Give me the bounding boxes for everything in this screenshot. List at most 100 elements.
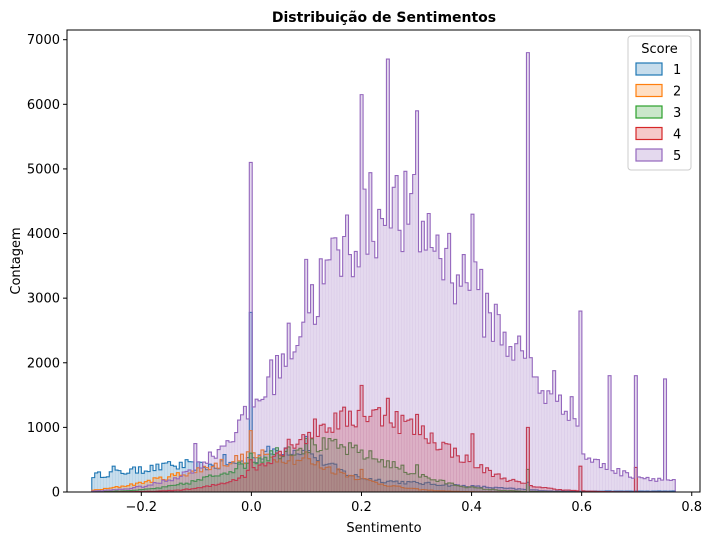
bar-series-1 — [430, 484, 434, 492]
bar-series-1 — [351, 475, 355, 492]
bar-series-5 — [339, 276, 343, 492]
legend-label-4: 4 — [673, 128, 681, 143]
bar-series-4 — [570, 490, 574, 492]
y-tick-label: 7000 — [27, 33, 60, 48]
bar-series-2 — [284, 463, 288, 492]
y-tick-label: 4000 — [27, 227, 60, 242]
bar-series-1 — [258, 454, 262, 492]
bar-series-4 — [295, 444, 300, 492]
bar-series-2 — [383, 485, 387, 492]
bar-series-3 — [293, 455, 297, 492]
bar-series-5 — [625, 472, 629, 492]
bar-series-2 — [240, 454, 244, 492]
bar-series-1 — [511, 488, 516, 492]
bar-series-1 — [468, 487, 472, 492]
bar-series-5 — [511, 360, 516, 492]
series-5 — [91, 52, 676, 493]
bar-series-5 — [605, 469, 609, 492]
bar-series-5 — [193, 443, 198, 492]
bar-series-3 — [427, 477, 431, 492]
bar-series-4 — [564, 490, 568, 492]
bar-series-2 — [403, 488, 408, 492]
bar-series-3 — [363, 459, 367, 492]
bar-series-4 — [237, 478, 241, 492]
bar-series-2 — [377, 484, 381, 492]
bar-series-3 — [418, 477, 422, 492]
bar-series-5 — [430, 247, 434, 492]
bar-series-1 — [220, 460, 224, 492]
bar-series-5 — [526, 52, 530, 493]
bar-series-3 — [144, 489, 148, 492]
bar-series-4 — [336, 428, 341, 492]
bar-series-1 — [357, 476, 361, 492]
bar-series-3 — [383, 466, 387, 492]
bar-series-3 — [185, 483, 189, 492]
bar-series-5 — [304, 259, 308, 492]
bar-series-1 — [491, 487, 495, 492]
bar-series-5 — [465, 282, 469, 492]
bar-series-2 — [202, 466, 206, 492]
bar-series-4 — [406, 420, 411, 492]
bar-series-5 — [596, 459, 600, 492]
bar-series-5 — [266, 376, 271, 492]
bar-series-3 — [357, 452, 361, 492]
y-axis: 0 1000 2000 3000 4000 5000 6000 7000 — [27, 33, 67, 501]
bar-series-1 — [255, 462, 259, 492]
bar-series-1 — [196, 461, 201, 492]
bar-series-1 — [176, 469, 180, 492]
bar-series-5 — [141, 487, 145, 492]
bar-series-2 — [330, 473, 335, 492]
bar-series-5 — [386, 59, 390, 492]
bar-series-4 — [506, 481, 510, 492]
bar-series-4 — [193, 488, 198, 492]
bar-series-5 — [360, 94, 364, 493]
bar-series-5 — [380, 218, 384, 492]
bar-series-5 — [506, 356, 510, 492]
bar-series-5 — [179, 476, 183, 492]
bar-series-3 — [263, 457, 268, 492]
bar-series-5 — [120, 489, 125, 492]
bar-series-2 — [319, 467, 323, 492]
bar-series-3 — [342, 446, 346, 492]
bar-series-3 — [269, 450, 273, 492]
bar-series-2 — [415, 488, 419, 492]
bar-series-5 — [158, 483, 163, 492]
bar-series-5 — [447, 233, 451, 492]
bar-series-1 — [473, 486, 478, 492]
bar-series-1 — [115, 470, 119, 492]
bar-series-4 — [558, 489, 562, 492]
bar-series-4 — [546, 488, 551, 492]
bar-series-5 — [342, 236, 346, 492]
bar-series-4 — [211, 484, 215, 492]
bar-series-2 — [272, 459, 276, 492]
bar-series-4 — [538, 487, 542, 492]
bar-series-5 — [584, 459, 589, 492]
bar-series-1 — [441, 485, 446, 492]
bar-series-4 — [357, 410, 361, 492]
series-4 — [91, 384, 676, 493]
bar-series-2 — [167, 476, 171, 492]
bar-series-4 — [313, 418, 317, 492]
bar-series-5 — [546, 390, 551, 492]
bar-series-5 — [240, 414, 244, 492]
bar-series-3 — [310, 438, 314, 492]
bar-series-2 — [234, 455, 238, 492]
bar-series-4 — [508, 480, 513, 492]
bar-series-1 — [304, 436, 308, 492]
bar-series-4 — [269, 463, 273, 492]
bar-series-2 — [427, 490, 431, 492]
bar-series-5 — [225, 440, 230, 492]
bar-series-1 — [526, 482, 530, 492]
bar-series-5 — [523, 358, 527, 492]
bar-series-2 — [406, 488, 411, 492]
bar-series-4 — [398, 433, 402, 492]
bar-series-1 — [118, 470, 122, 492]
bar-series-3 — [351, 447, 355, 492]
bar-series-3 — [188, 484, 192, 492]
bar-series-5 — [202, 462, 206, 492]
bar-series-2 — [211, 466, 215, 492]
bar-series-5 — [543, 403, 548, 492]
bar-series-5 — [336, 249, 341, 492]
bar-series-3 — [491, 489, 495, 492]
bar-series-5 — [654, 481, 659, 492]
